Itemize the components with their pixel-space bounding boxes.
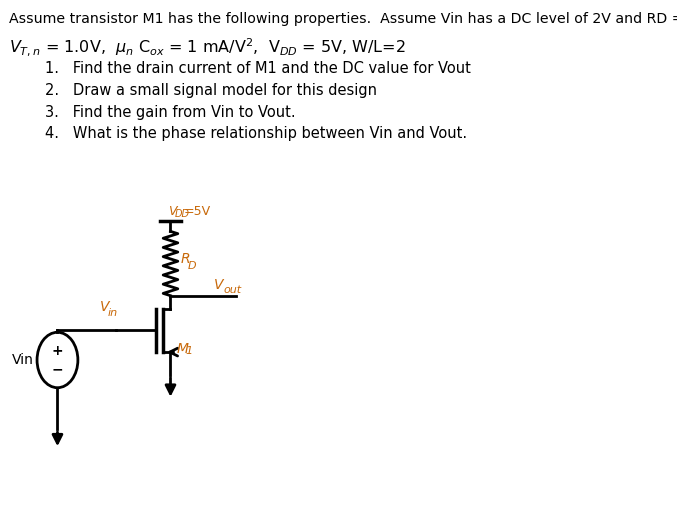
Text: 3.   Find the gain from Vin to Vout.: 3. Find the gain from Vin to Vout.	[45, 105, 296, 119]
Text: −: −	[51, 362, 63, 376]
Text: D: D	[188, 261, 196, 270]
Text: 1.   Find the drain current of M1 and the DC value for Vout: 1. Find the drain current of M1 and the …	[45, 61, 471, 76]
Text: 1: 1	[185, 346, 192, 356]
Text: +: +	[51, 344, 63, 358]
Text: $V_{T,n}$ = 1.0V,  $\mu_n$ C$_{ox}$ = 1 mA/V$^2$,  V$_{DD}$ = 5V, W/L=2: $V_{T,n}$ = 1.0V, $\mu_n$ C$_{ox}$ = 1 m…	[9, 37, 406, 58]
Text: DD: DD	[175, 210, 190, 219]
Text: R: R	[181, 252, 190, 266]
Text: in: in	[108, 309, 118, 319]
Text: out: out	[223, 285, 241, 295]
Text: Vin: Vin	[12, 353, 34, 367]
Text: 4.   What is the phase relationship between Vin and Vout.: 4. What is the phase relationship betwee…	[45, 126, 467, 141]
Text: =5V: =5V	[183, 204, 211, 218]
Text: Assume transistor M1 has the following properties.  Assume Vin has a DC level of: Assume transistor M1 has the following p…	[9, 12, 677, 25]
Text: M: M	[176, 342, 188, 356]
Text: 2.   Draw a small signal model for this design: 2. Draw a small signal model for this de…	[45, 83, 377, 98]
Text: V: V	[214, 278, 223, 292]
Circle shape	[37, 332, 78, 388]
Text: V: V	[168, 204, 176, 218]
Text: V: V	[100, 301, 109, 314]
